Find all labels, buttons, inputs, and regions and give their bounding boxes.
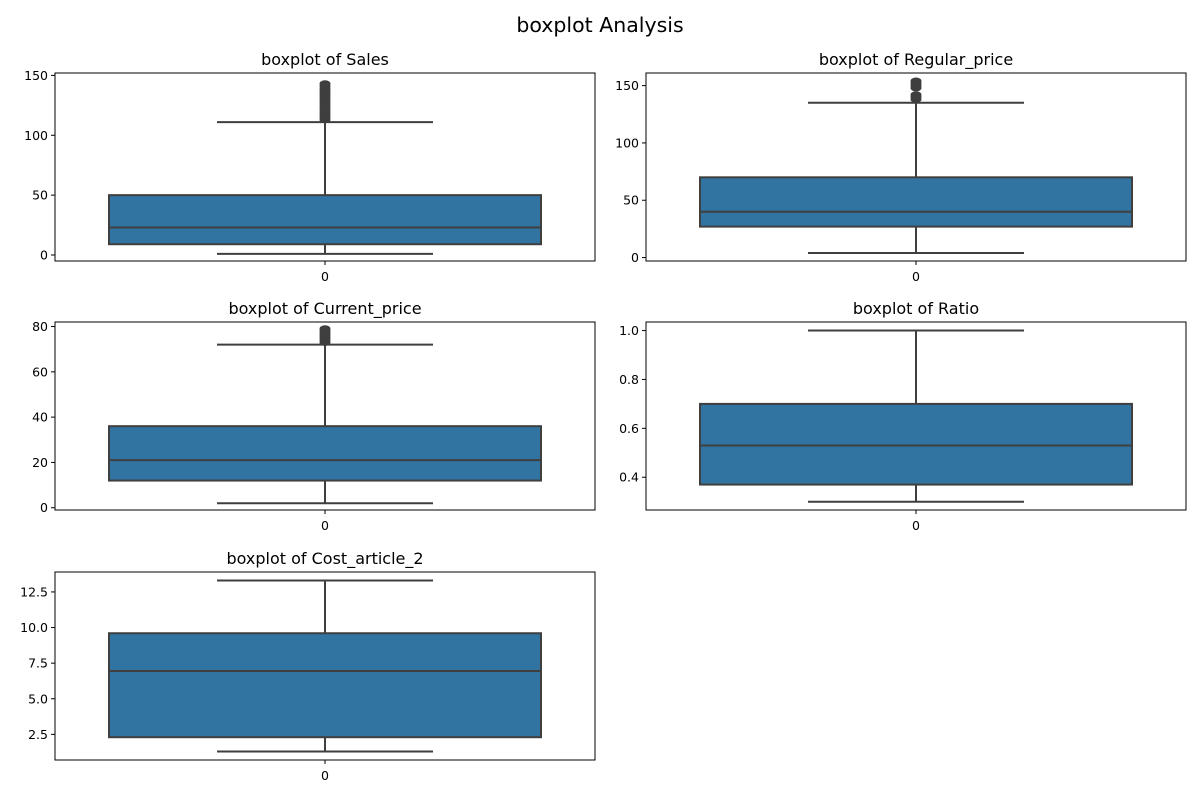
outlier-point <box>320 326 330 332</box>
y-tick-label: 150 <box>615 78 639 93</box>
x-tick-label: 0 <box>321 768 329 783</box>
y-tick-label: 50 <box>32 188 48 203</box>
box-iqr <box>109 633 541 737</box>
box-iqr <box>700 177 1132 226</box>
subplot-2: boxplot of Current_price 0 20 40 60 80 0 <box>32 299 595 533</box>
outlier-point <box>320 81 330 87</box>
subplot-title: boxplot of Current_price <box>228 299 421 319</box>
y-tick-label: 0.8 <box>619 372 639 387</box>
x-tick-label: 0 <box>912 518 920 533</box>
y-tick-label: 20 <box>32 455 48 470</box>
y-tick-label: 12.5 <box>20 584 48 599</box>
y-tick-label: 0.4 <box>619 470 639 485</box>
y-tick-label: 0 <box>40 500 48 515</box>
x-tick-label: 0 <box>321 269 329 284</box>
figure-title: boxplot Analysis <box>516 13 683 37</box>
y-tick-label: 100 <box>615 135 639 150</box>
outlier-point <box>911 92 921 98</box>
y-tick-label: 7.5 <box>28 656 48 671</box>
subplot-0: boxplot of Sales 0 50 100 150 0 <box>24 50 595 284</box>
box-iqr <box>109 426 541 480</box>
subplot-title: boxplot of Sales <box>261 50 389 69</box>
box-iqr <box>109 195 541 244</box>
y-tick-label: 0 <box>40 248 48 263</box>
subplot-3: boxplot of Ratio 0.4 0.6 0.8 1.0 0 <box>619 299 1186 533</box>
x-tick-label: 0 <box>912 269 920 284</box>
subplot-1: boxplot of Regular_price 0 50 100 150 0 <box>615 50 1186 284</box>
subplot-title: boxplot of Regular_price <box>819 50 1013 70</box>
subplot-4: boxplot of Cost_article_2 2.5 5.0 7.5 10.0 12… <box>20 549 595 783</box>
outlier-point <box>911 78 921 84</box>
y-tick-label: 40 <box>32 410 48 425</box>
y-tick-label: 0.6 <box>619 421 639 436</box>
y-tick-label: 10.0 <box>20 620 48 635</box>
y-tick-label: 60 <box>32 364 48 379</box>
y-tick-label: 50 <box>623 193 639 208</box>
subplot-title: boxplot of Ratio <box>853 299 979 318</box>
y-tick-label: 150 <box>24 68 48 83</box>
y-tick-label: 5.0 <box>28 691 48 706</box>
y-tick-label: 0 <box>631 250 639 265</box>
y-tick-label: 2.5 <box>28 727 48 742</box>
y-tick-label: 100 <box>24 128 48 143</box>
y-tick-label: 80 <box>32 319 48 334</box>
subplot-title: boxplot of Cost_article_2 <box>226 549 423 569</box>
y-tick-label: 1.0 <box>619 323 639 338</box>
box-iqr <box>700 404 1132 485</box>
x-tick-label: 0 <box>321 518 329 533</box>
